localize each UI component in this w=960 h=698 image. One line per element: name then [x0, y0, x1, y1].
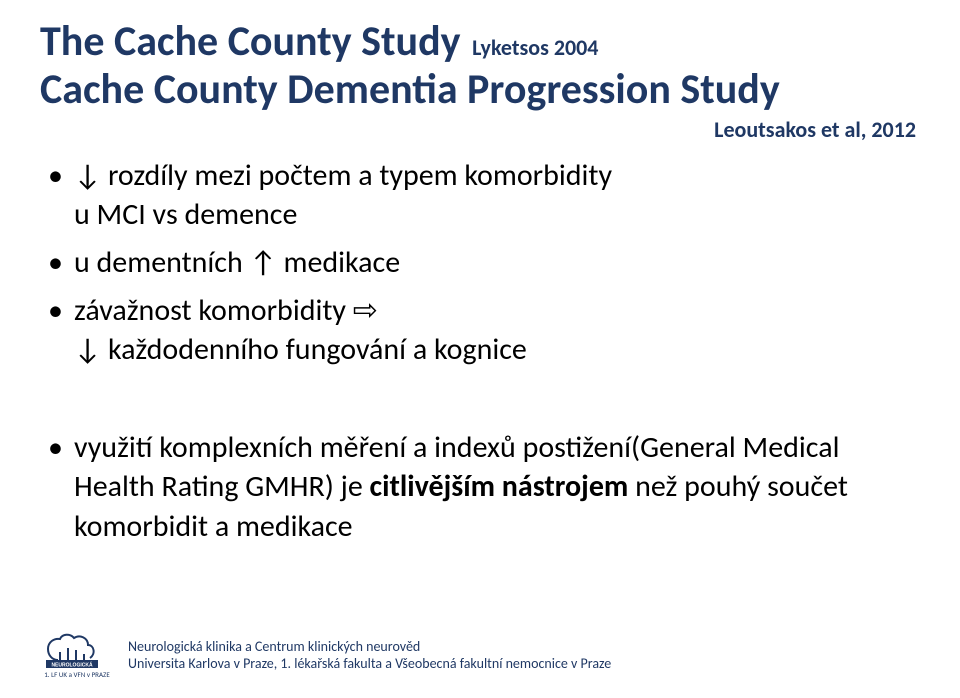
bullet-item: využití komplexních měření a indexů post…	[40, 428, 920, 547]
footer: NEUROLOGICKÁ 1. LF UK a VFN v PRAZE Neur…	[40, 630, 611, 680]
bullet-text-bold: citlivějším nástrojem	[370, 468, 629, 505]
title-line-2: Cache County Dementia Progression Study	[40, 66, 920, 114]
bullet-list-bottom: využití komplexních měření a indexů post…	[40, 428, 920, 547]
footer-line-2: Universita Karlova v Praze, 1. lékařská …	[128, 655, 611, 673]
title-main: The Cache County Study	[40, 16, 461, 67]
bullet-item: ↓ rozdíly mezi počtem a typem komorbidit…	[40, 156, 920, 235]
footer-line-1: Neurologická klinika a Centrum klinickýc…	[128, 638, 611, 656]
title-ref-2: Leoutsakos et al, 2012	[40, 117, 920, 142]
footer-logo: NEUROLOGICKÁ 1. LF UK a VFN v PRAZE	[40, 630, 114, 680]
title-block: The Cache County Study Lyketsos 2004 Cac…	[40, 18, 920, 142]
title-ref-1: Lyketsos 2004	[472, 34, 598, 61]
bullet-subtext: ↓ každodenního fungování a kognice	[74, 330, 920, 370]
bullet-subtext: u MCI vs demence	[74, 195, 920, 235]
bullet-text: závažnost komorbidity ⇨	[74, 292, 378, 329]
logo-text-bottom: 1. LF UK a VFN v PRAZE	[40, 671, 114, 678]
footer-text: Neurologická klinika a Centrum klinickýc…	[128, 638, 611, 673]
bullet-text: u dementních ↑ medikace	[74, 244, 400, 281]
bullet-text: ↓ rozdíly mezi počtem a typem komorbidit…	[74, 157, 612, 194]
bullet-item: u dementních ↑ medikace	[40, 243, 920, 283]
bullet-list-top: ↓ rozdíly mezi počtem a typem komorbidit…	[40, 156, 920, 370]
slide: The Cache County Study Lyketsos 2004 Cac…	[0, 0, 960, 698]
title-line-1: The Cache County Study Lyketsos 2004	[40, 18, 920, 66]
bullet-item: závažnost komorbidity ⇨ ↓ každodenního f…	[40, 291, 920, 370]
logo-text-top: NEUROLOGICKÁ	[51, 662, 93, 669]
spacer	[40, 378, 920, 414]
